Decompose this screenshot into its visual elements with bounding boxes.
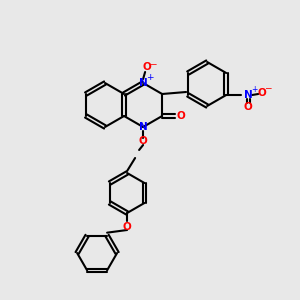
Text: O: O bbox=[258, 88, 267, 98]
Text: O: O bbox=[139, 136, 148, 146]
Text: N: N bbox=[139, 78, 148, 88]
Text: O: O bbox=[143, 62, 152, 72]
Text: N: N bbox=[244, 90, 253, 100]
Text: +: + bbox=[146, 74, 154, 82]
Text: O: O bbox=[123, 222, 131, 232]
Text: O: O bbox=[244, 102, 253, 112]
Text: N: N bbox=[139, 122, 148, 132]
Text: −: − bbox=[149, 59, 157, 68]
Text: O: O bbox=[177, 111, 185, 121]
Text: −: − bbox=[265, 83, 272, 92]
Text: +: + bbox=[251, 85, 257, 94]
